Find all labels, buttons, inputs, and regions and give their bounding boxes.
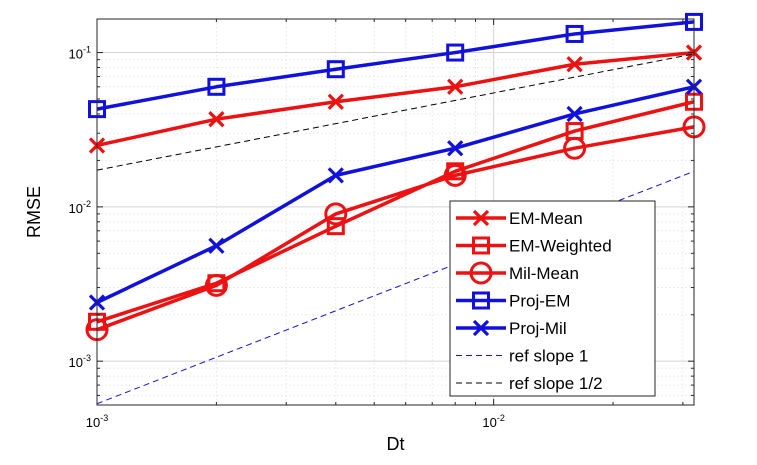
series-layer (85, 12, 706, 405)
x-axis-label: Dt (387, 434, 405, 454)
legend-marker-em-mean (472, 209, 490, 227)
series-line-proj-em (96, 20, 695, 111)
legend-label-ref-slope-1-2: ref slope 1/2 (509, 374, 603, 393)
data-point-mil-mean (563, 136, 587, 160)
data-point-proj-mil (566, 105, 583, 123)
data-point-proj-mil (208, 237, 225, 254)
legend-marker-em-weighted (472, 236, 490, 255)
data-point-em-mean (208, 111, 225, 128)
y-tick-label: 10-2 (69, 199, 91, 216)
axes-box (96, 18, 695, 406)
legend-label-mil-mean: Mil-Mean (509, 264, 579, 283)
legend-box (449, 200, 656, 397)
data-point-em-mean (327, 93, 344, 110)
data-point-proj-mil (327, 167, 344, 184)
legend-label-ref-slope-1: ref slope 1 (509, 347, 588, 366)
x-tick-label: 10-2 (482, 413, 504, 430)
legend-label-em-mean: EM-Mean (509, 209, 583, 228)
tick-labels: 10-3 10-2 10-3 10-2 10-1 (69, 45, 505, 430)
data-point-em-mean (566, 56, 583, 73)
y-tick-label: 10-1 (69, 45, 91, 62)
series-line-em-weighted (96, 100, 695, 324)
series-em-mean (88, 44, 703, 154)
data-point-proj-em (326, 60, 345, 79)
data-point-proj-em (446, 43, 465, 62)
series-line-mil-mean (96, 125, 695, 332)
series-ref-slope-1-2 (96, 53, 695, 171)
series-line-em-mean (96, 50, 695, 148)
legend-label-em-weighted: EM-Weighted (509, 237, 612, 256)
legend-label-proj-mil: Proj-Mil (509, 319, 567, 338)
legend: EM-Mean EM-Weighted Mil-Mean Proj-EM Proj-Mi… (449, 200, 656, 397)
legend-marker-proj-em (472, 291, 490, 310)
legend-label-proj-em: Proj-EM (509, 292, 570, 311)
legend-marker-mil-mean (469, 261, 493, 285)
data-point-mil-mean (324, 202, 348, 226)
data-point-proj-em (207, 77, 226, 96)
series-mil-mean (85, 115, 706, 342)
x-tick-label: 10-3 (86, 413, 108, 430)
data-point-proj-em (565, 24, 584, 43)
data-point-em-mean (447, 78, 464, 95)
series-line-proj-mil (96, 85, 695, 305)
data-point-proj-mil (447, 140, 464, 157)
data-point-em-weighted (326, 217, 345, 236)
series-line-ref-slope-1-2 (96, 53, 695, 171)
y-tick-label: 10-3 (69, 353, 91, 370)
data-point-mil-mean (443, 163, 467, 187)
tick-marks (96, 19, 694, 405)
data-point-mil-mean (204, 273, 228, 297)
y-axis-label: RMSE (24, 186, 44, 238)
legend-marker-proj-mil (472, 319, 490, 337)
